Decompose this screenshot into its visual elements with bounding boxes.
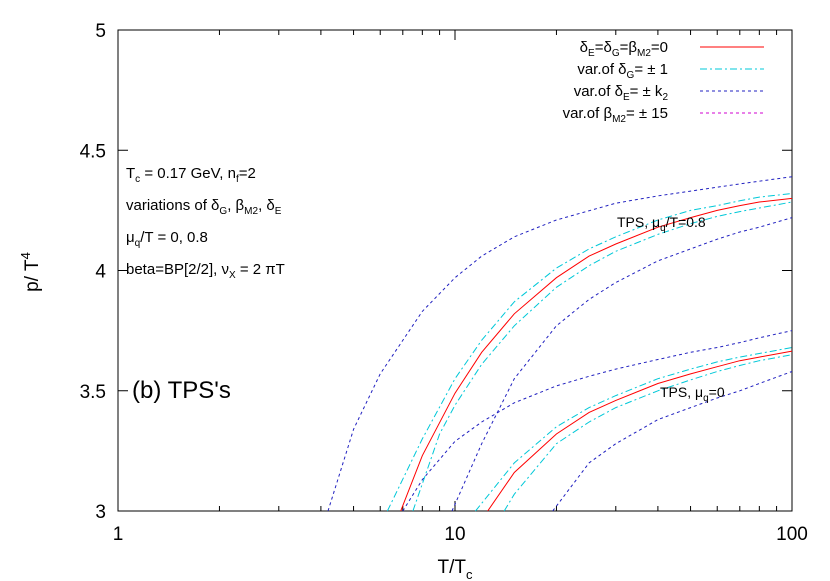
x-tick-label: 10 [444, 524, 465, 545]
y-axis-title-sup: 4 [18, 252, 33, 259]
panel-label: (b) TPS's [132, 377, 231, 404]
x-axis-title: T/Tc [438, 557, 474, 581]
series-line-0 [400, 197, 793, 512]
x-tick-label: 100 [776, 524, 808, 545]
legend-label-2: var.of δE= ± k2 [574, 83, 669, 103]
series-line-2 [412, 201, 793, 512]
y-axis-title: p/ T4 [18, 252, 43, 292]
y-tick-label: 3.5 [80, 382, 106, 403]
legend: δE=δG=βM2=0 var.of δG= ± 1 var.of δE= ± … [563, 39, 764, 125]
series-line-7 [503, 354, 793, 512]
y-axis-title-main: p/ T [22, 259, 43, 292]
note-tc: Tc = 0.17 GeV, nf=2 [126, 165, 256, 185]
note-mu: μq/T = 0, 0.8 [126, 229, 208, 249]
series-line-5 [487, 350, 793, 512]
x-axis-title-main: T/T [438, 557, 467, 578]
legend-label-3: var.of βM2= ± 15 [563, 105, 668, 125]
annotation-notes: Tc = 0.17 GeV, nf=2 variations of δG, βM… [126, 165, 285, 281]
legend-label-0: δE=δG=βM2=0 [580, 39, 668, 59]
series-line-3 [327, 176, 793, 512]
series-line-6 [475, 347, 793, 512]
x-tick-label: 1 [113, 524, 124, 545]
y-tick-label: 3 [95, 502, 106, 523]
axis-ticks [117, 29, 793, 512]
legend-label-1: var.of δG= ± 1 [577, 61, 668, 81]
x-axis-title-sub: c [466, 567, 473, 581]
y-tick-label: 4.5 [80, 141, 106, 162]
curve-label-mu08: TPS, μq/T=0.8 [617, 214, 706, 234]
series-line-1 [386, 193, 793, 512]
axis-tick-labels: 1 10 100 3 3.5 4 4.5 5 [80, 21, 808, 545]
y-tick-label: 4 [95, 262, 106, 283]
y-tick-label: 5 [95, 21, 106, 42]
series-line-9 [552, 371, 793, 512]
note-beta: beta=BP[2/2], νX = 2 πT [126, 261, 285, 281]
note-variations: variations of δG, βM2, δE [126, 197, 282, 217]
series-line-8 [402, 330, 793, 512]
curve-label-mu0: TPS, μq=0 [660, 384, 725, 404]
series-group [327, 176, 793, 512]
legend-swatches [700, 46, 764, 114]
series-line-4 [451, 217, 793, 512]
